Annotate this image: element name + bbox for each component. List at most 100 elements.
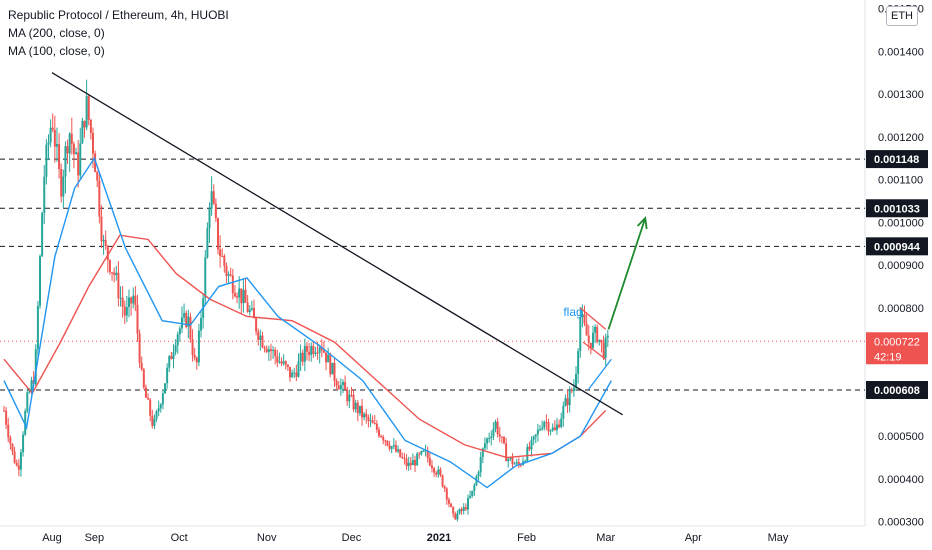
candle-up [41, 212, 44, 257]
chart-title: Republic Protocol / Ethereum, 4h, HUOBI [8, 8, 229, 22]
candle-up [318, 347, 321, 353]
candle-down [280, 361, 283, 364]
candle-down [121, 297, 124, 307]
candle-down [600, 339, 603, 343]
candle-up [543, 421, 546, 428]
time-tick-label: Oct [171, 532, 188, 544]
level-price-text: 0.001148 [874, 154, 919, 166]
candle-down [447, 499, 450, 504]
candle-up [267, 349, 270, 353]
candle-up [297, 361, 300, 377]
candle-up [34, 349, 37, 384]
time-tick-label: May [768, 532, 789, 544]
candle-down [193, 355, 196, 358]
time-tick-label: Apr [685, 532, 702, 544]
candle-down [240, 288, 243, 304]
flag-pole-line[interactable] [588, 358, 612, 390]
candle-down [344, 382, 347, 390]
candle-down [231, 275, 234, 294]
candle-up [248, 309, 251, 313]
candle-down [361, 405, 364, 418]
candle-up [604, 337, 607, 358]
candle-down [15, 462, 18, 466]
candle-up [331, 362, 334, 375]
level-price-text: 0.001033 [874, 203, 920, 215]
candle-up [197, 330, 200, 363]
candle-up [174, 345, 177, 353]
candle-down [5, 410, 8, 425]
candle-down [384, 440, 387, 442]
candle-up [416, 453, 419, 466]
candle-down [566, 398, 569, 406]
time-tick-label: 2021 [427, 532, 451, 544]
candle-up [515, 462, 518, 464]
candle-down [329, 354, 332, 375]
target-arrowhead [636, 216, 648, 230]
candle-up [272, 349, 275, 352]
candle-up [392, 444, 395, 447]
candle-down [7, 424, 10, 438]
candle-down [113, 272, 116, 276]
candle-up [208, 208, 211, 229]
candle-down [352, 395, 355, 410]
candle-up [125, 307, 128, 316]
candle-up [477, 472, 480, 477]
candle-up [22, 434, 25, 453]
candle-up [539, 429, 542, 431]
candle-down [511, 457, 514, 465]
indicator-ma200[interactable]: MA (200, close, 0) [8, 26, 105, 40]
candle-down [147, 397, 150, 400]
candle-down [89, 119, 92, 133]
candle-down [98, 180, 101, 217]
candle-down [233, 293, 236, 297]
level-price-text: 0.000944 [874, 241, 921, 253]
candle-up [509, 457, 512, 459]
candle-up [469, 495, 472, 498]
candle-down [373, 422, 376, 424]
candle-up [327, 354, 330, 363]
candle-down [426, 450, 429, 458]
candle-down [9, 437, 12, 444]
time-tick-label: Aug [42, 532, 62, 544]
candle-down [312, 346, 315, 354]
chart-legend: Republic Protocol / Ethereum, 4h, HUOBI … [8, 6, 229, 60]
candle-down [380, 435, 383, 437]
candle-up [157, 408, 160, 412]
candle-down [223, 256, 226, 266]
candle-up [564, 398, 567, 407]
candle-down [225, 265, 228, 276]
candle-up [341, 382, 344, 385]
candle-up [488, 438, 491, 440]
candle-down [286, 364, 289, 367]
price-tick-label: 0.001200 [878, 132, 924, 144]
candle-down [399, 449, 402, 457]
candle-down [602, 342, 605, 358]
target-arrow-line[interactable] [607, 217, 647, 330]
candle-up [568, 389, 571, 406]
candle-down [585, 323, 588, 336]
flag-lower-line[interactable] [582, 341, 607, 360]
price-tick-label: 0.000400 [878, 474, 924, 486]
candle-down [53, 129, 56, 147]
candle-up [102, 239, 105, 242]
candle-down [386, 440, 389, 446]
candle-up [466, 497, 469, 510]
candle-down [229, 274, 232, 276]
flag-upper-line[interactable] [579, 307, 607, 330]
candle-up [524, 460, 527, 462]
trendline[interactable] [51, 72, 623, 416]
candle-up [210, 191, 213, 209]
candle-up [358, 405, 361, 414]
currency-badge[interactable]: ETH [886, 6, 918, 26]
candle-up [390, 446, 393, 449]
candle-up [259, 335, 262, 340]
candle-down [428, 457, 431, 466]
candle-up [536, 429, 539, 435]
indicator-ma100[interactable]: MA (100, close, 0) [8, 44, 105, 58]
candle-up [36, 305, 39, 350]
ma100-line [3, 156, 612, 489]
level-price-text: 0.000608 [874, 385, 920, 397]
candle-up [462, 507, 465, 511]
candle-down [236, 296, 239, 298]
